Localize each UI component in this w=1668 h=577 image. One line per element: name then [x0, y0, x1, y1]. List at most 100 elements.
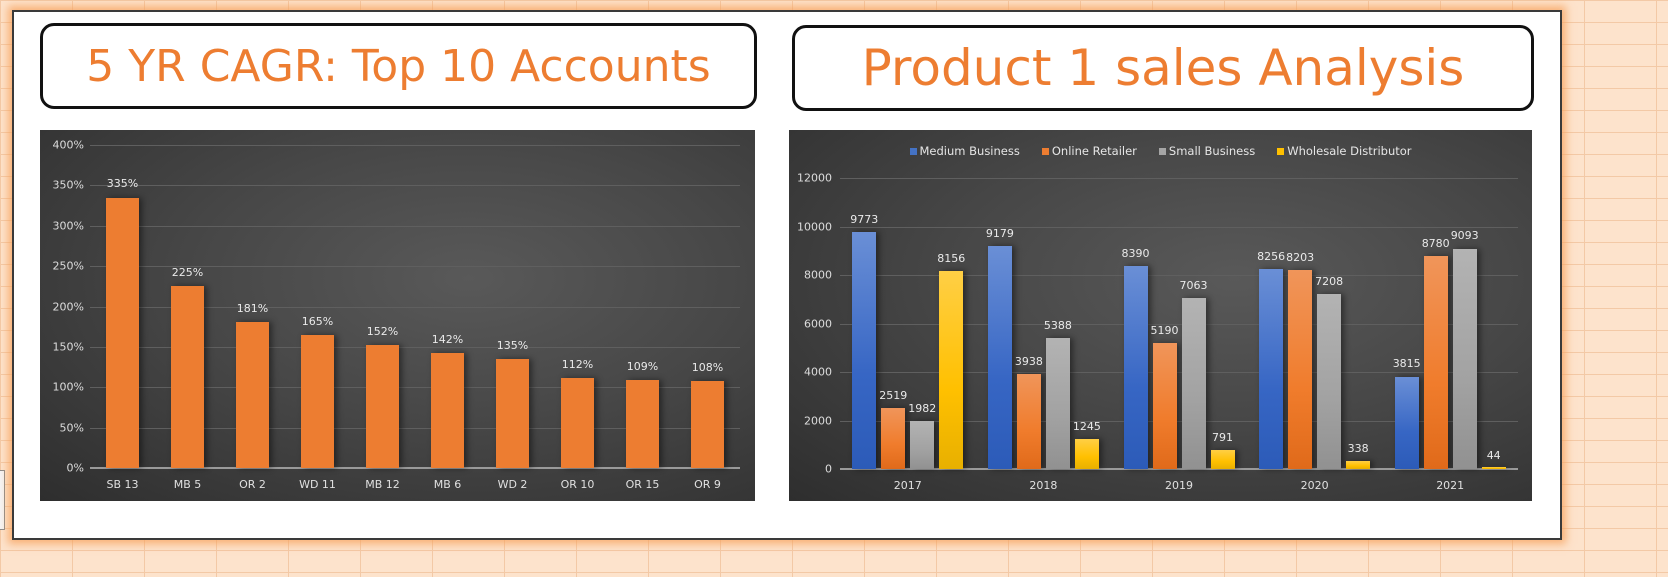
cagr-bar[interactable] — [626, 379, 659, 468]
data-label: 791 — [1212, 430, 1233, 444]
sales-bar[interactable] — [987, 246, 1012, 469]
sales-bar[interactable] — [1123, 265, 1148, 469]
y-tick-label: 12000 — [797, 171, 832, 185]
x-tick-label: MB 5 — [173, 478, 202, 491]
x-tick-label: OR 9 — [694, 478, 721, 491]
sales-bar[interactable] — [910, 420, 935, 469]
sales-title: Product 1 sales Analysis — [861, 39, 1465, 97]
legend-item[interactable]: Wholesale Distributor — [1277, 144, 1412, 158]
cagr-chart[interactable]: 0% 50% 100% 150% 200% 250% 300% 350% 400% 335% SB … — [40, 130, 755, 501]
cagr-bar[interactable] — [106, 197, 139, 468]
x-axis-line — [90, 467, 740, 469]
sales-chart[interactable]: Medium Business Online Retailer Small Busi… — [789, 130, 1532, 501]
legend-label: Wholesale Distributor — [1287, 144, 1412, 158]
data-label: 135% — [496, 338, 529, 352]
data-label: 109% — [626, 359, 659, 373]
data-label: 1245 — [1072, 419, 1101, 433]
gridline — [840, 178, 1518, 179]
sales-bar[interactable] — [1317, 294, 1342, 469]
x-tick-label: WD 2 — [497, 478, 528, 491]
data-label: 5388 — [1043, 319, 1072, 333]
gridline — [840, 372, 1518, 373]
sales-bar[interactable] — [881, 407, 906, 469]
legend-swatch-icon — [1277, 147, 1285, 155]
sales-bar[interactable] — [1181, 297, 1206, 469]
cagr-bar[interactable] — [496, 359, 529, 468]
x-tick-label: 2020 — [1300, 479, 1329, 492]
sales-bar[interactable] — [1394, 376, 1419, 469]
sales-bar[interactable] — [1074, 438, 1099, 469]
data-label: 9179 — [985, 227, 1014, 241]
data-label: 3815 — [1392, 357, 1421, 371]
gridline — [840, 275, 1518, 276]
data-label: 8203 — [1286, 251, 1315, 265]
y-tick-label: 250% — [52, 259, 84, 273]
data-label: 7063 — [1179, 278, 1208, 292]
legend-label: Small Business — [1168, 144, 1256, 158]
cagr-bar[interactable] — [691, 380, 724, 468]
sales-bar[interactable] — [852, 232, 877, 469]
sales-bar[interactable] — [1452, 248, 1477, 469]
y-tick-label: 4000 — [804, 365, 832, 379]
legend-item[interactable]: Online Retailer — [1041, 144, 1137, 158]
data-label: 8780 — [1421, 237, 1450, 251]
cagr-bar[interactable] — [561, 377, 594, 468]
cagr-title-box: 5 YR CAGR: Top 10 Accounts — [40, 23, 757, 109]
y-tick-label: 200% — [52, 300, 84, 313]
x-tick-label: 2017 — [893, 479, 922, 492]
sales-bar[interactable] — [1288, 270, 1313, 469]
x-tick-label: 2019 — [1165, 479, 1193, 492]
data-label: 8156 — [937, 252, 966, 266]
cagr-bar[interactable] — [171, 286, 204, 468]
sales-bar[interactable] — [1346, 460, 1371, 469]
sales-bar[interactable] — [1481, 467, 1506, 469]
data-label: 9093 — [1450, 229, 1479, 243]
sales-legend: Medium Business Online Retailer Small Busi… — [789, 144, 1532, 158]
y-tick-label: 400% — [52, 138, 84, 152]
x-tick-label: OR 10 — [560, 478, 595, 491]
y-tick-label: 2000 — [804, 414, 832, 427]
legend-item[interactable]: Medium Business — [909, 144, 1020, 158]
sheet-edge-tab — [0, 470, 5, 530]
gridline — [90, 387, 740, 389]
y-tick-label: 0 — [825, 462, 832, 476]
sales-bar[interactable] — [1423, 256, 1448, 469]
sales-bar[interactable] — [1210, 449, 1235, 469]
y-tick-label: 150% — [52, 340, 84, 354]
cagr-bar[interactable] — [431, 353, 464, 468]
gridline — [90, 306, 740, 308]
y-tick-label: 300% — [52, 219, 84, 233]
x-axis-line — [840, 468, 1518, 470]
data-label: 5190 — [1150, 324, 1179, 338]
data-label: 2519 — [879, 388, 908, 402]
gridline — [840, 323, 1518, 325]
y-tick-label: 50% — [59, 421, 84, 435]
x-tick-label: OR 15 — [625, 478, 660, 491]
data-label: 3938 — [1014, 354, 1043, 368]
gridline — [90, 427, 740, 429]
sales-bar[interactable] — [1152, 343, 1177, 469]
cagr-bar[interactable] — [301, 334, 334, 468]
legend-item[interactable]: Small Business — [1158, 144, 1256, 158]
y-tick-label: 0% — [66, 461, 84, 475]
y-tick-label: 8000 — [804, 268, 832, 282]
gridline — [90, 266, 740, 268]
x-tick-label: WD 11 — [299, 478, 336, 491]
cagr-plot-area: 0% 50% 100% 150% 200% 250% 300% 350% 400% 335% SB … — [53, 139, 740, 491]
gridline — [840, 420, 1518, 422]
cagr-bar[interactable] — [366, 345, 399, 468]
data-label: 165% — [301, 314, 334, 328]
cagr-bar[interactable] — [236, 321, 269, 468]
sales-bar[interactable] — [1045, 338, 1070, 469]
sales-bar[interactable] — [1016, 373, 1041, 469]
x-tick-label: 2021 — [1436, 479, 1465, 492]
sales-bar[interactable] — [939, 271, 964, 469]
sales-bar[interactable] — [1259, 268, 1284, 469]
y-tick-label: 100% — [52, 380, 84, 394]
gridline — [90, 225, 740, 227]
data-label: 152% — [366, 325, 399, 339]
x-tick-label: MB 12 — [365, 478, 400, 491]
legend-swatch-icon — [1158, 147, 1166, 155]
legend-swatch-icon — [1041, 147, 1049, 155]
data-label: 8390 — [1121, 246, 1150, 260]
